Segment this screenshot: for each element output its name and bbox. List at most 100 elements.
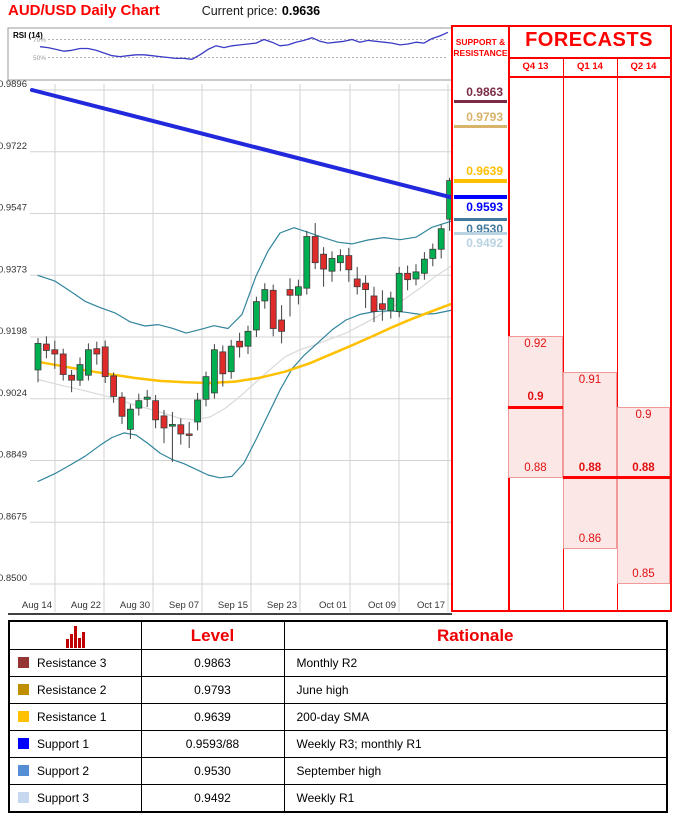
candle-body: [261, 289, 269, 302]
table-header-row: Level Rationale: [8, 620, 668, 650]
candle-body: [269, 289, 277, 329]
candle-body: [101, 346, 109, 378]
forecast-high-label: 0.92: [524, 338, 547, 351]
candle-body: [76, 364, 84, 381]
rationale-cell: Weekly R1: [283, 784, 668, 813]
candle-body: [152, 400, 160, 421]
forecast-range-box: [617, 407, 670, 584]
sr-level-value: 0.9639: [466, 163, 503, 178]
candle-body: [244, 330, 252, 347]
sr-forecast-divider: [508, 27, 510, 610]
table-row: Support 1 0.9593/88 Weekly R3; monthly R1: [8, 730, 668, 758]
x-axis-label: Sep 23: [267, 600, 297, 611]
rationale-cell: June high: [283, 676, 668, 704]
candle-body: [93, 348, 101, 355]
forecast-low-label: 0.86: [578, 532, 602, 545]
sr-level-value: 0.9492: [466, 235, 503, 250]
sr-level-line: [454, 195, 507, 200]
level-name-cell: Resistance 1: [8, 703, 142, 731]
level-color-swatch: [18, 765, 29, 776]
sr-title-line1: SUPPORT &: [455, 37, 506, 47]
forecast-central-label: 0.9: [527, 391, 544, 404]
candle-body: [135, 400, 143, 409]
x-axis-label: Sep 07: [169, 600, 199, 611]
levels-table: Level Rationale Resistance 3 0.9863 Monthl…: [8, 620, 668, 813]
rsi-threshold-label: 70%: [33, 37, 46, 44]
level-name: Resistance 3: [37, 656, 107, 670]
candle-body: [34, 342, 42, 371]
y-axis-label: 0.9024: [0, 388, 27, 399]
candle-body: [362, 282, 370, 290]
candle-body: [370, 295, 378, 312]
level-name: Resistance 1: [37, 710, 107, 724]
level-value-cell: 0.9593/88: [140, 730, 285, 758]
forecast-low-label: 0.88: [524, 461, 547, 474]
candle-body: [252, 301, 260, 331]
price-chart-canvas: 0.9896 0.9722 0.9547 0.9373 0.9198 0.9024 0.88…: [0, 25, 454, 615]
x-axis-label: Oct 09: [368, 600, 396, 611]
x-axis-label: Sep 15: [218, 600, 248, 611]
forecast-central-label: 0.88: [632, 461, 655, 474]
level-value-cell: 0.9639: [140, 703, 285, 731]
candle-body: [51, 349, 59, 355]
sr-level-value: 0.9593: [466, 200, 503, 215]
level-name: Support 3: [37, 791, 90, 805]
candle-body: [59, 353, 67, 375]
table-row: Resistance 1 0.9639 200-day SMA: [8, 703, 668, 731]
candle-body: [202, 376, 210, 400]
table-row: Support 2 0.9530 September high: [8, 757, 668, 785]
forecast-central-line: [617, 476, 670, 480]
bar-chart-icon: [10, 624, 140, 648]
candle-body: [127, 408, 134, 430]
x-axis-label: Aug 14: [22, 600, 52, 611]
y-axis-label: 0.9373: [0, 264, 27, 275]
sr-level-line: [454, 218, 507, 221]
x-axis-label: Oct 17: [417, 600, 445, 611]
candle-body: [294, 286, 302, 296]
forecast-column-header: Q2 14: [630, 61, 657, 72]
forecasts-title: FORECASTS: [525, 29, 653, 51]
forecast-high-label: 0.9: [635, 409, 652, 422]
bollinger-lower-band: [37, 309, 453, 482]
sr-level-value: 0.9863: [466, 85, 503, 100]
candle-body: [194, 399, 202, 423]
forecast-subheader-line: [508, 76, 670, 78]
level-name: Support 2: [37, 764, 90, 778]
level-name: Support 1: [37, 737, 90, 751]
y-axis-label: 0.8675: [0, 511, 27, 522]
current-price-label: Current price:: [201, 4, 278, 18]
x-axis-label: Aug 22: [71, 600, 101, 611]
forecast-column-header: Q1 14: [577, 61, 603, 72]
sr-level-line: [454, 100, 507, 104]
level-column-header: Level: [140, 620, 285, 650]
candle-body: [177, 424, 185, 435]
candle-body: [168, 424, 176, 427]
sr-panel-title: SUPPORT & RESISTANCE: [453, 37, 508, 59]
forecast-column-header: Q4 13: [522, 61, 549, 72]
candle-body: [236, 340, 244, 348]
candle-body: [345, 255, 353, 271]
candle-body: [185, 433, 193, 436]
sr-level-line: [454, 124, 507, 128]
rsi-label: RSI (14): [13, 31, 43, 40]
sr-level-value: 0.9793: [466, 109, 503, 124]
candle-body: [404, 272, 412, 281]
candle-body: [68, 374, 75, 381]
forecast-header-line: [508, 57, 670, 59]
forecast-central-label: 0.88: [578, 461, 602, 474]
chart-title: AUD/USD Daily Chart: [8, 2, 160, 19]
forecast-central-line: [508, 405, 563, 409]
rsi-threshold-label: 50%: [33, 55, 46, 62]
bollinger-upper-band: [37, 220, 453, 334]
page-header: AUD/USD Daily Chart Current price: 0.9636: [8, 2, 320, 20]
rationale-cell: Weekly R3; monthly R1: [283, 730, 668, 758]
y-axis-label: 0.8500: [0, 573, 27, 584]
rationale-cell: 200-day SMA: [283, 703, 668, 731]
table-row: Resistance 2 0.9793 June high: [8, 676, 668, 704]
candle-body: [210, 349, 218, 394]
sr-level-line: [454, 231, 507, 235]
level-name-cell: Support 1: [8, 730, 142, 758]
level-value-cell: 0.9492: [140, 784, 285, 813]
candle-body: [160, 415, 168, 429]
